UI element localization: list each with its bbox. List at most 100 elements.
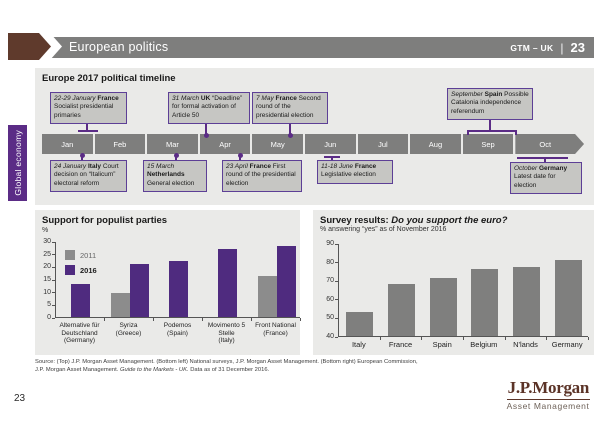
- event-country: Italy: [87, 163, 101, 170]
- month-segment-feb: Feb: [94, 134, 146, 154]
- connector-line: [81, 155, 83, 160]
- x-category-label: Spain: [432, 340, 452, 349]
- y-tick-label: 50: [326, 314, 334, 322]
- connector-line: [331, 156, 333, 160]
- event-box-germany-election: October Germany Latest date for election: [510, 162, 582, 195]
- header-right: GTM – UK | 23: [510, 37, 585, 58]
- y-tick-label: 90: [326, 240, 334, 247]
- chart1-plot-area: [55, 242, 300, 318]
- x-category-label: Germany: [551, 340, 583, 349]
- chart1-legend: 2011 2016: [65, 250, 97, 280]
- legend-swatch-2016: [65, 265, 75, 275]
- event-desc: Legislative election: [321, 171, 376, 179]
- bar-2016-3: [218, 248, 237, 317]
- event-date: 31 March: [172, 95, 200, 102]
- event-desc: Second round of the presidential electio…: [256, 95, 321, 119]
- gtm-page-number: 23: [570, 40, 585, 55]
- x-tick-mark: [463, 337, 464, 340]
- event-date: 15 March: [147, 163, 175, 170]
- event-date: 22-29 January: [54, 95, 96, 102]
- bar-2011-4: [257, 276, 277, 317]
- bar-germany: [554, 259, 582, 336]
- chart1-y-axis-unit: %: [42, 227, 49, 234]
- event-desc: “Deadline” for formal activation of Arti…: [172, 95, 243, 119]
- y-tick-mark: [334, 317, 338, 319]
- y-tick-mark: [334, 243, 338, 245]
- y-tick-mark: [334, 299, 338, 301]
- event-country: France: [97, 95, 119, 102]
- y-tick-label: 25: [43, 250, 51, 258]
- x-tick-mark: [504, 337, 506, 340]
- y-tick-mark: [51, 279, 55, 281]
- legend-label-2011: 2011: [80, 250, 97, 260]
- x-tick-mark: [104, 318, 105, 321]
- y-tick-mark: [51, 241, 55, 243]
- connector-range: [517, 157, 568, 159]
- event-desc: Court decision on “Italicum” electoral r…: [54, 163, 119, 187]
- connector-bracket: [467, 130, 517, 132]
- y-tick-label: 80: [326, 258, 334, 266]
- y-tick-mark: [51, 266, 55, 268]
- populist-parties-chart: Support for populist parties % 2011 2016…: [35, 210, 301, 355]
- source-line2-post: Data as of 31 December 2016.: [188, 367, 270, 374]
- month-segment-apr: Apr: [199, 134, 251, 154]
- event-date: October: [514, 165, 538, 172]
- x-category-label: Syriza (Greece): [115, 322, 142, 337]
- y-tick-label: 30: [43, 238, 51, 245]
- month-segment-jul: Jul: [357, 134, 409, 154]
- x-tick-mark: [202, 318, 203, 321]
- header-bar: European politics GTM – UK | 23: [42, 37, 594, 58]
- bar-2016-2: [169, 261, 188, 317]
- chart2-title-prefix: Survey results:: [320, 215, 392, 226]
- connector-line: [175, 155, 177, 160]
- event-box-france-legislative: 11-18 June France Legislative election: [317, 160, 393, 184]
- chart2-title-question: Do you support the euro?: [391, 215, 508, 226]
- x-tick-mark: [153, 318, 154, 321]
- source-line-1: Source: (Top) J.P. Morgan Asset Manageme…: [35, 359, 418, 365]
- legend-label-2016: 2016: [80, 265, 97, 275]
- legend-swatch-2011: [65, 250, 75, 260]
- event-date: September: [451, 91, 483, 98]
- month-segment-oct: Oct: [515, 134, 584, 154]
- event-country: Netherlands: [147, 171, 185, 179]
- event-desc: Possible Catalonia independence referend…: [451, 91, 529, 115]
- event-country: France: [354, 163, 377, 170]
- event-date: 11-18 June: [321, 163, 354, 170]
- legend-row-2011: 2011: [65, 250, 97, 260]
- month-segment-jan: Jan: [42, 134, 93, 154]
- event-box-france-round2: 7 May France Second round of the preside…: [252, 92, 328, 125]
- x-category-label: Italy: [351, 340, 366, 349]
- source-line2-pre: J.P. Morgan Asset Management.: [35, 367, 120, 374]
- y-tick-label: 5: [47, 301, 51, 309]
- x-category-label: Front National (France): [255, 322, 296, 337]
- gtm-divider: |: [560, 40, 564, 55]
- y-tick-mark: [51, 317, 55, 319]
- sidebar-tab-global-economy: Global economy: [8, 125, 27, 201]
- month-segment-sep: Sep: [462, 134, 514, 154]
- event-dot: [287, 132, 293, 138]
- page-number: 23: [14, 393, 26, 404]
- chart1-title: Support for populist parties: [42, 215, 168, 226]
- y-tick-mark: [51, 304, 55, 306]
- event-country: France: [275, 95, 297, 102]
- jpmorgan-logo-subtitle: Asset Management: [506, 401, 590, 411]
- months-bar: Jan Feb Mar Apr May Jun Jul Aug Sep Oct: [42, 134, 584, 154]
- jpmorgan-logo-name: J.P.Morgan: [506, 378, 590, 400]
- connector-bracket-end: [515, 130, 517, 135]
- connector-line: [205, 118, 207, 134]
- x-category-label: Movimento 5 Stelle (Italy): [207, 322, 246, 345]
- timeline-panel: Europe 2017 political timeline 22-29 Jan…: [35, 68, 594, 205]
- timeline-title: Europe 2017 political timeline: [42, 73, 176, 84]
- source-line-2: J.P. Morgan Asset Management. Guide to t…: [35, 366, 595, 374]
- event-box-italy-italicum: 24 January Italy Court decision on “Ital…: [50, 160, 127, 193]
- y-tick-mark: [334, 280, 338, 282]
- month-segment-mar: Mar: [147, 134, 198, 154]
- bar-2016-1: [129, 263, 149, 317]
- event-desc: General election: [147, 179, 195, 187]
- chart2-plot-area: [338, 244, 588, 337]
- x-tick-mark: [546, 337, 548, 340]
- event-date: 7 May: [256, 95, 274, 102]
- x-tick-mark: [379, 337, 381, 340]
- bar-belgium: [471, 269, 499, 336]
- connector-line: [239, 155, 241, 160]
